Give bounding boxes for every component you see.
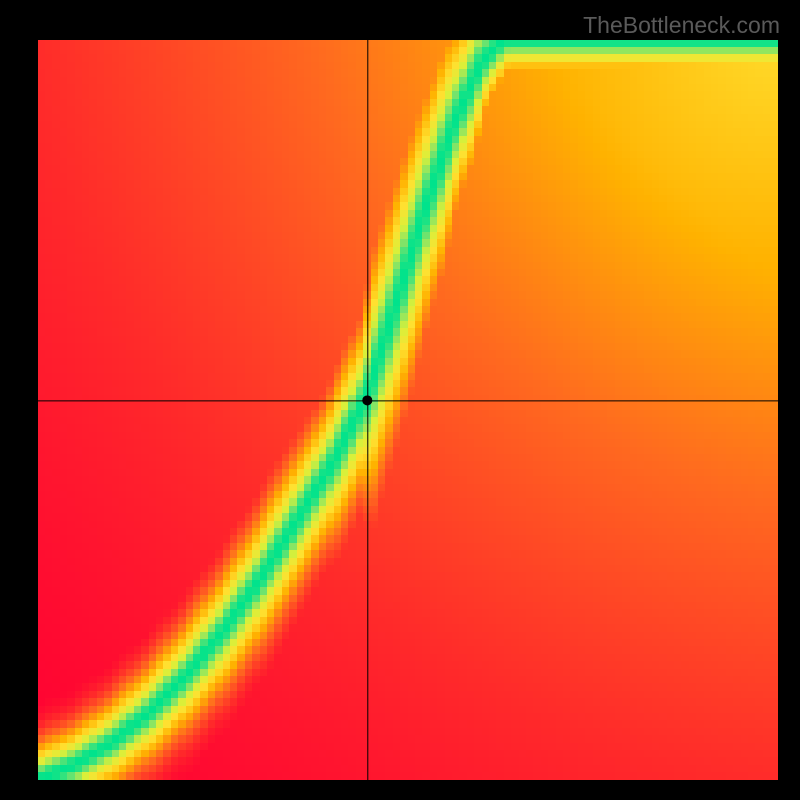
chart-container: TheBottleneck.com	[0, 0, 800, 800]
watermark-text: TheBottleneck.com	[583, 12, 780, 39]
bottleneck-heatmap	[38, 40, 778, 780]
